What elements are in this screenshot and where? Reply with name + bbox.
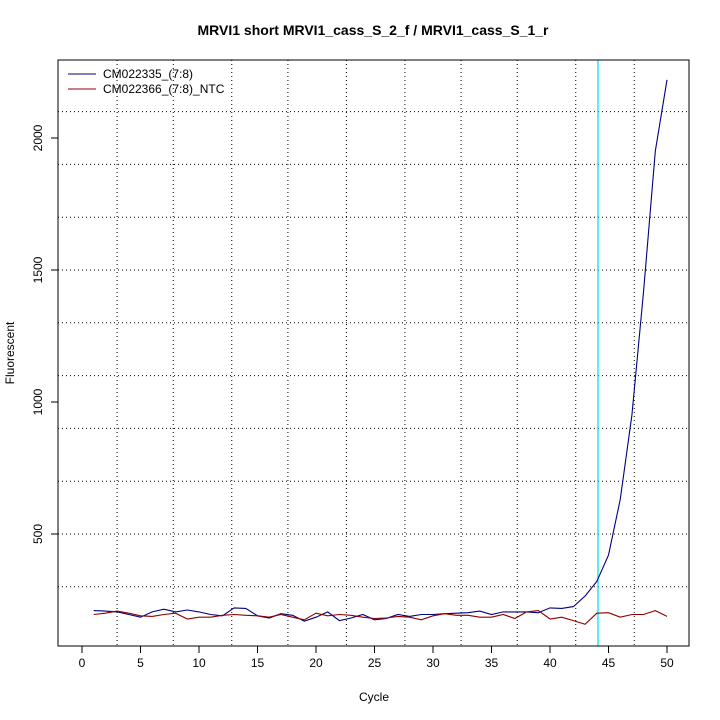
series-line-1 <box>93 79 668 622</box>
y-axis: 500 1000 1500 2000 <box>31 124 59 544</box>
x-tick-label: 30 <box>426 656 440 670</box>
legend: CM022335_(7:8)CM022366_(7:8)_NTC <box>68 67 225 96</box>
x-tick-label: 45 <box>602 656 616 670</box>
x-tick-label: 5 <box>137 656 144 670</box>
x-tick-label: 0 <box>79 656 86 670</box>
y-tick-label: 1000 <box>31 388 45 415</box>
grid-lines <box>58 60 689 646</box>
x-tick-label: 50 <box>660 656 674 670</box>
y-tick-label: 2000 <box>31 124 45 151</box>
y-axis-label: Fluorescent <box>3 321 17 384</box>
chart-title: MRVI1 short MRVI1_cass_S_2_f / MRVI1_cas… <box>198 22 550 38</box>
x-tick-label: 40 <box>543 656 557 670</box>
x-tick-label: 20 <box>309 656 323 670</box>
series-lines <box>93 79 668 625</box>
x-tick-label: 10 <box>192 656 206 670</box>
legend-label-1: CM022335_(7:8) <box>103 67 193 81</box>
x-tick-label: 25 <box>368 656 382 670</box>
y-tick-label: 500 <box>31 524 45 544</box>
legend-label-2: CM022366_(7:8)_NTC <box>103 82 225 96</box>
x-tick-label: 15 <box>251 656 265 670</box>
series-line-2 <box>93 610 668 625</box>
x-axis-label: Cycle <box>359 690 389 704</box>
x-axis: 0 5 10 15 20 25 30 35 40 45 50 <box>79 645 674 670</box>
y-tick-label: 1500 <box>31 256 45 283</box>
x-tick-label: 35 <box>485 656 499 670</box>
